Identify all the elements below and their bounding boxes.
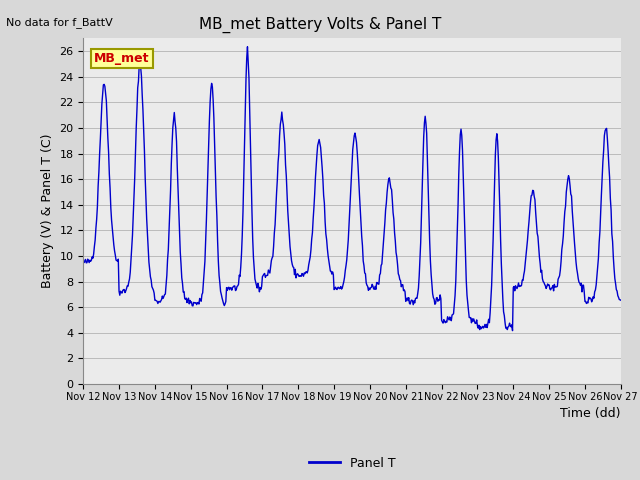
Text: MB_met: MB_met	[94, 52, 150, 65]
Text: No data for f_BattV: No data for f_BattV	[6, 17, 113, 28]
Legend: Panel T: Panel T	[303, 452, 401, 475]
Text: MB_met Battery Volts & Panel T: MB_met Battery Volts & Panel T	[199, 17, 441, 33]
X-axis label: Time (dd): Time (dd)	[560, 407, 621, 420]
Y-axis label: Battery (V) & Panel T (C): Battery (V) & Panel T (C)	[41, 134, 54, 288]
